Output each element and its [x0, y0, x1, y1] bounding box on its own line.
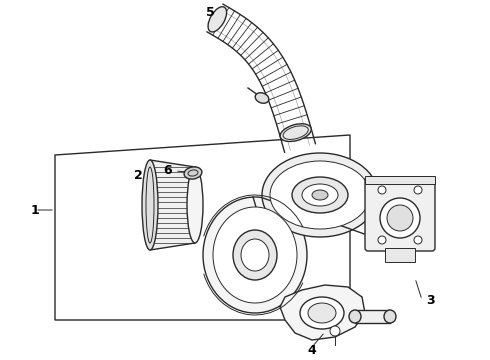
Ellipse shape: [142, 160, 158, 250]
Bar: [385, 248, 415, 262]
Ellipse shape: [203, 197, 307, 313]
Polygon shape: [280, 285, 365, 340]
Ellipse shape: [255, 93, 269, 103]
Text: 4: 4: [308, 343, 317, 356]
Ellipse shape: [380, 198, 420, 238]
Text: 2: 2: [134, 168, 143, 181]
Ellipse shape: [241, 239, 269, 271]
Ellipse shape: [414, 236, 422, 244]
Ellipse shape: [292, 177, 348, 213]
Ellipse shape: [378, 186, 386, 194]
Ellipse shape: [349, 310, 361, 323]
Ellipse shape: [330, 326, 340, 336]
Text: 1: 1: [30, 203, 39, 216]
Ellipse shape: [308, 303, 336, 323]
Ellipse shape: [187, 167, 203, 243]
Ellipse shape: [312, 190, 328, 200]
FancyBboxPatch shape: [365, 177, 435, 251]
Ellipse shape: [387, 205, 413, 231]
Ellipse shape: [302, 184, 338, 206]
Ellipse shape: [208, 7, 226, 32]
Ellipse shape: [384, 310, 396, 323]
Polygon shape: [150, 160, 195, 250]
Ellipse shape: [270, 161, 370, 229]
Ellipse shape: [414, 186, 422, 194]
Ellipse shape: [262, 153, 378, 237]
Bar: [365, 176, 435, 184]
Ellipse shape: [300, 297, 344, 329]
Polygon shape: [355, 310, 390, 323]
Text: 6: 6: [164, 163, 172, 176]
Ellipse shape: [233, 230, 277, 280]
Text: 5: 5: [206, 5, 215, 18]
Ellipse shape: [280, 124, 311, 141]
Text: 3: 3: [426, 293, 434, 306]
Ellipse shape: [213, 207, 297, 303]
Ellipse shape: [378, 236, 386, 244]
Ellipse shape: [184, 167, 202, 179]
